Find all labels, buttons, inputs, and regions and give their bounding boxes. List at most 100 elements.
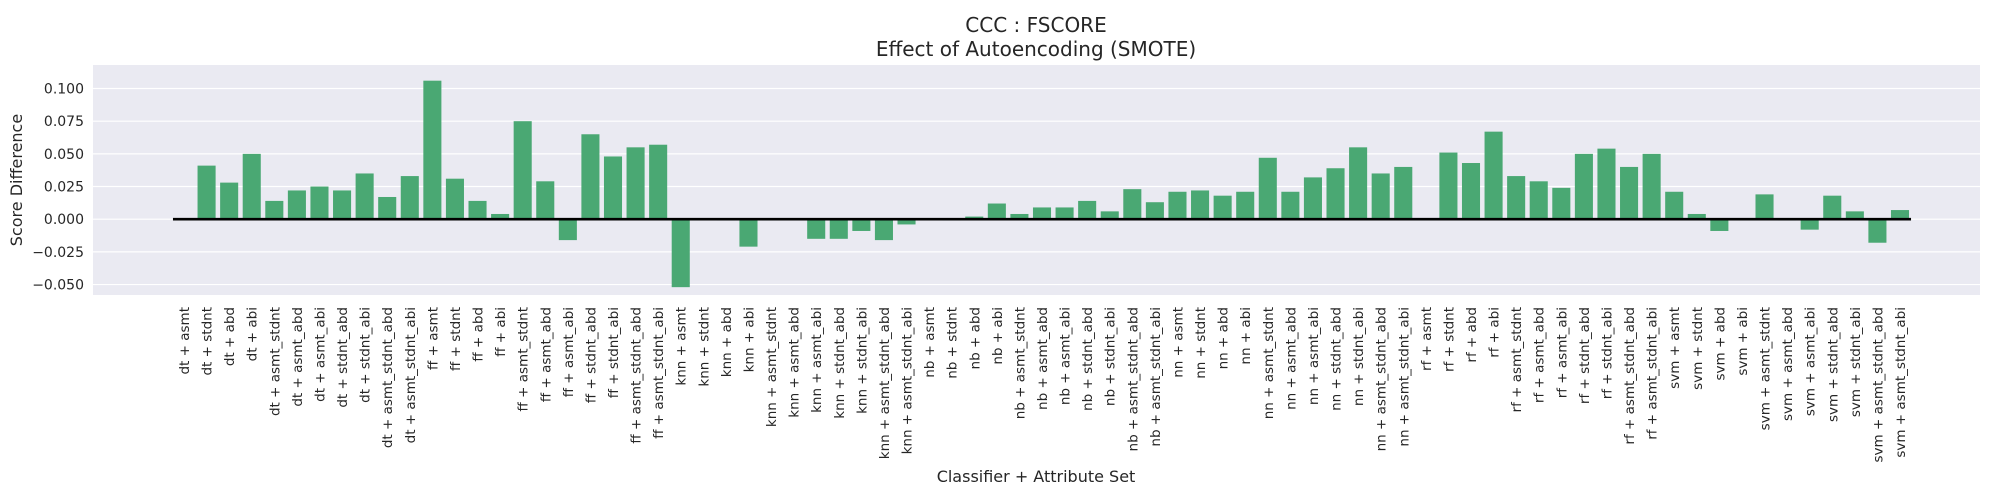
bar (310, 186, 329, 220)
bar (513, 121, 532, 220)
bar (423, 80, 442, 220)
x-tick-label: rf + abd (1464, 307, 1480, 363)
x-tick-label: dt + asmt (177, 307, 193, 375)
bar (1574, 153, 1593, 220)
bar (1800, 219, 1819, 230)
bar (739, 219, 758, 247)
x-tick-label: svm + asmt_stdnt_abd (1870, 307, 1886, 462)
bar (965, 216, 984, 220)
x-tick-label: knn + stdnt_abd (832, 307, 848, 419)
y-tick-label: 0.100 (44, 82, 84, 98)
x-tick-label: svm + asmt_abd (1780, 307, 1796, 421)
x-tick-label: dt + asmt_stdnt (267, 307, 283, 416)
x-tick-label: nn + asmt_abd (1283, 307, 1299, 410)
bar (1349, 147, 1368, 220)
bar (1461, 163, 1481, 220)
bar (603, 156, 623, 220)
x-tick-label: nn + asmt (1170, 307, 1186, 378)
bar (491, 213, 510, 220)
x-tick-label: nb + abi (990, 307, 1006, 365)
y-tick-label: −0.025 (32, 245, 84, 261)
bar (333, 190, 352, 220)
bar (1326, 168, 1345, 220)
x-tick-label: rf + asmt_abd (1532, 307, 1548, 403)
bar (897, 219, 916, 225)
bar (671, 219, 690, 288)
bar (1258, 157, 1277, 220)
y-tick-label: 0.000 (44, 212, 84, 228)
bar (1394, 166, 1413, 220)
chart-title: CCC : FSCORE (965, 13, 1106, 37)
x-tick-label: rf + abi (1487, 307, 1503, 358)
bar (1145, 202, 1164, 220)
bar (1507, 176, 1526, 220)
chart-subtitle: Effect of Autoencoding (SMOTE) (876, 37, 1196, 61)
bar (1665, 191, 1684, 220)
bar (265, 200, 284, 220)
bar (1620, 166, 1639, 220)
bar (1371, 173, 1390, 220)
bar (1439, 152, 1458, 220)
x-tick-label: rf + stdnt_abi (1599, 307, 1615, 399)
x-tick-label: rf + asmt_stdnt_abi (1645, 307, 1661, 440)
y-axis-label: Score Difference (7, 114, 26, 246)
x-tick-label: rf + stdnt (1441, 307, 1457, 372)
bar (807, 219, 826, 239)
x-tick-label: rf + asmt_abi (1554, 307, 1570, 398)
bar (1078, 200, 1097, 220)
x-tick-label: rf + asmt (1419, 307, 1435, 371)
x-tick-label: svm + abd (1712, 307, 1728, 380)
bar (987, 203, 1006, 220)
bar (445, 178, 464, 220)
x-tick-label: dt + abi (245, 307, 261, 361)
bar (1597, 148, 1616, 220)
bar (1529, 181, 1548, 220)
x-tick-label: knn + asmt_stdnt (764, 307, 780, 427)
bar (1303, 177, 1322, 220)
x-axis-ticks: dt + asmt dt + stdnt dt + abd dt + abi dt + … (177, 307, 1909, 462)
x-tick-label: nb + asmt_stdnt_abd (1125, 307, 1141, 451)
y-tick-label: 0.075 (44, 114, 84, 130)
bar (558, 219, 577, 241)
bar (1823, 195, 1842, 220)
x-tick-label: nn + asmt_stdnt_abd (1374, 307, 1390, 451)
x-tick-label: knn + abi (741, 307, 757, 372)
bar (220, 182, 239, 220)
x-tick-label: dt + asmt_abi (312, 307, 328, 402)
x-tick-label: knn + stdnt (696, 307, 712, 387)
bar (468, 200, 487, 220)
bar (1484, 131, 1503, 220)
y-tick-label: 0.050 (44, 147, 84, 163)
x-tick-label: ff + stdnt_abd (583, 307, 599, 403)
x-tick-label: ff + abi (493, 307, 509, 357)
x-tick-label: nn + asmt_stdnt_abi (1396, 307, 1412, 447)
x-tick-label: nb + asmt_abi (1058, 307, 1074, 405)
x-tick-label: knn + asmt_abi (809, 307, 825, 413)
x-tick-label: rf + asmt_stdnt_abd (1622, 307, 1638, 445)
bars (197, 80, 1910, 288)
bar (1191, 190, 1210, 220)
x-tick-label: nn + asmt_stdnt (1261, 307, 1277, 419)
bar (400, 176, 419, 220)
x-tick-label: dt + stdnt (200, 307, 216, 376)
bar (1687, 213, 1706, 220)
bar (378, 196, 397, 220)
x-tick-label: knn + asmt_abd (787, 307, 803, 418)
x-tick-label: nb + asmt_stdnt_abi (1148, 307, 1164, 447)
x-tick-label: svm + asmt_stdnt_abi (1893, 307, 1909, 458)
bar (1281, 191, 1300, 220)
bar (1890, 210, 1910, 220)
plot-area (93, 65, 1980, 295)
bar (242, 153, 261, 220)
x-tick-label: svm + asmt_abi (1803, 307, 1819, 416)
x-tick-label: dt + asmt_abd (290, 307, 306, 407)
x-tick-label: dt + abd (222, 307, 238, 366)
x-tick-label: nb + stdnt_abi (1103, 307, 1119, 406)
bar (287, 190, 306, 220)
x-tick-label: nb + abd (967, 307, 983, 369)
bar (197, 165, 216, 220)
x-tick-label: knn + stdnt_abi (854, 307, 870, 414)
bar (1213, 195, 1232, 220)
x-tick-label: svm + stdnt_abd (1825, 307, 1841, 422)
bar (1845, 211, 1864, 220)
